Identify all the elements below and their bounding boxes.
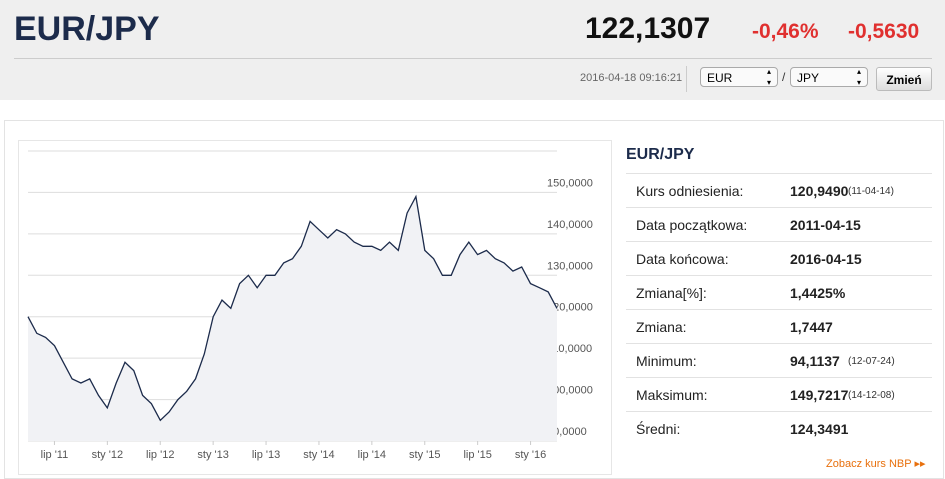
stat-value: 149,7217	[790, 387, 849, 403]
stat-value: 1,7447	[790, 319, 833, 335]
change: -0,5630	[848, 20, 920, 43]
chart: 90,0000100,0000110,0000120,0000130,00001…	[27, 150, 593, 461]
stats-row: Minimum: 94,1137 (12-07-24)	[626, 343, 932, 377]
y-tick-label: 120,0000	[547, 302, 593, 314]
x-tick-label: sty '16	[515, 449, 546, 461]
to-select[interactable]: JPY	[790, 66, 868, 88]
stat-label: Data początkowa:	[636, 217, 748, 233]
y-tick-label: 140,0000	[547, 219, 593, 231]
from-select[interactable]: EUR	[700, 66, 778, 88]
x-tick-label: sty '14	[303, 449, 334, 461]
header-bar	[0, 0, 945, 100]
stat-label: Zmiana[%]:	[636, 285, 707, 301]
divider	[14, 58, 932, 59]
stat-label: Kurs odniesienia:	[636, 183, 744, 199]
change-pct: -0,46%	[752, 20, 819, 43]
stat-note: (11-04-14)	[848, 186, 894, 197]
pair-title: EUR/JPY	[14, 10, 160, 48]
stats-row: Data początkowa: 2011-04-15	[626, 207, 932, 241]
stat-note: (14-12-08)	[848, 390, 895, 401]
stat-label: Zmiana:	[636, 319, 687, 335]
line	[27, 194, 558, 422]
stats-row: Zmiana[%]: 1,4425%	[626, 275, 932, 309]
link-text[interactable]: Zobacz kurs NBP	[826, 458, 912, 470]
separator: /	[782, 70, 786, 84]
stat-label: Maksimum:	[636, 387, 708, 403]
price: 122,1307	[585, 12, 711, 45]
y-tick-label: 150,0000	[547, 177, 593, 189]
y-tick-label: 100,0000	[547, 385, 593, 397]
stat-note: (12-07-24)	[848, 356, 895, 367]
x-tick-label: sty '15	[409, 449, 440, 461]
y-tick-label: 110,0000	[547, 343, 592, 355]
x-tick-label: lip '14	[358, 449, 386, 461]
stat-label: Minimum:	[636, 353, 697, 369]
nbp-link[interactable]: Zobacz kurs NBP ▸▸	[826, 458, 926, 470]
stat-value: 2016-04-15	[790, 251, 862, 267]
change-button[interactable]: Zmień	[876, 67, 932, 91]
stat-value: 2011-04-15	[790, 217, 861, 233]
stat-label: Średni:	[636, 421, 681, 437]
stats-row: Maksimum: 149,7217 (14-12-08)	[626, 377, 932, 411]
stat-value: 120,9490	[790, 183, 849, 199]
chart-frame	[18, 140, 612, 475]
timestamp: 2016-04-18 09:16:21	[580, 72, 683, 84]
stats-row: Data końcowa: 2016-04-15	[626, 241, 932, 275]
stats-title: EUR/JPY	[626, 146, 695, 163]
stat-value: 94,1137	[790, 353, 840, 369]
x-tick-label: sty '13	[197, 449, 228, 461]
stat-value: 1,4425%	[790, 285, 846, 301]
x-tick-label: lip '15	[463, 449, 491, 461]
divider	[686, 66, 687, 92]
stats-row: Średni: 124,3491	[626, 411, 932, 445]
x-tick-label: lip '11	[41, 449, 69, 461]
stat-label: Data końcowa:	[636, 251, 729, 267]
x-tick-label: lip '13	[252, 449, 280, 461]
area	[28, 196, 557, 441]
stats-row: Zmiana: 1,7447	[626, 309, 932, 343]
x-tick-label: lip '12	[146, 449, 174, 461]
stats-row: Kurs odniesienia: 120,9490 (11-04-14)	[626, 173, 932, 207]
x-tick-label: sty '12	[92, 449, 123, 461]
y-tick-label: 130,0000	[547, 260, 593, 272]
stat-value: 124,3491	[790, 421, 849, 437]
